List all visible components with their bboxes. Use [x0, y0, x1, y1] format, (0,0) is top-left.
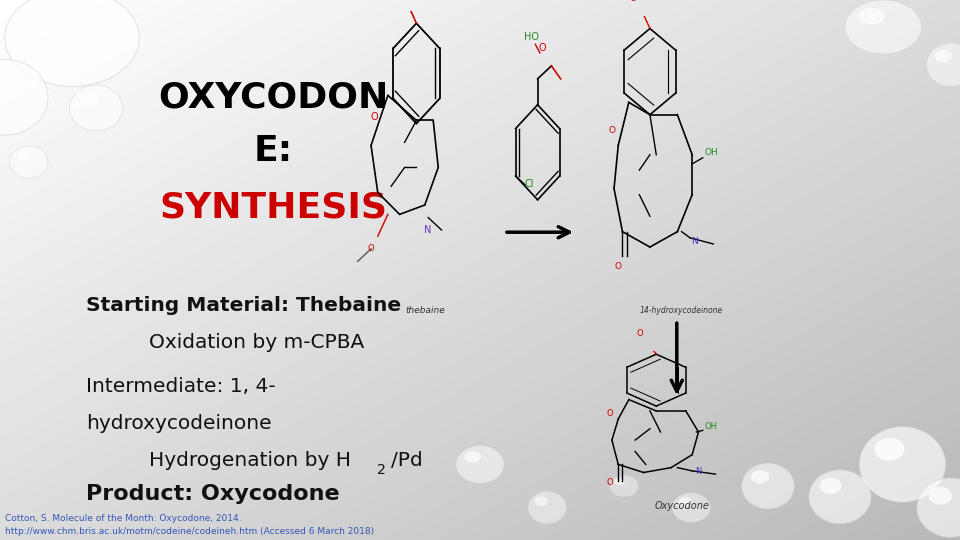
Text: O: O	[607, 409, 613, 418]
Ellipse shape	[456, 446, 504, 483]
Text: Cotton, S. Molecule of the Month: Oxycodone, 2014.: Cotton, S. Molecule of the Month: Oxycod…	[5, 514, 241, 523]
Ellipse shape	[845, 0, 922, 54]
Ellipse shape	[610, 475, 638, 497]
Text: Hydrogenation by H: Hydrogenation by H	[149, 450, 350, 470]
Text: O: O	[609, 126, 615, 135]
Text: 2: 2	[377, 463, 386, 477]
Text: OH: OH	[705, 422, 718, 431]
Ellipse shape	[5, 0, 139, 86]
Text: Oxidation by m-CPBA: Oxidation by m-CPBA	[149, 333, 364, 353]
Text: thebaine: thebaine	[405, 306, 444, 315]
Ellipse shape	[16, 151, 30, 160]
Ellipse shape	[926, 43, 960, 86]
Text: O: O	[614, 261, 622, 271]
Text: Product: Oxycodone: Product: Oxycodone	[86, 484, 340, 504]
Ellipse shape	[528, 491, 566, 524]
Text: HO: HO	[524, 32, 540, 42]
Ellipse shape	[917, 478, 960, 537]
Text: hydroxycodeinone: hydroxycodeinone	[86, 414, 272, 434]
Text: SYNTHESIS: SYNTHESIS	[159, 191, 388, 225]
Text: Oxycodone: Oxycodone	[654, 501, 709, 511]
Text: OH: OH	[705, 148, 718, 157]
Text: N: N	[691, 237, 698, 246]
Ellipse shape	[935, 50, 951, 63]
Ellipse shape	[741, 463, 795, 509]
Text: N: N	[695, 467, 702, 476]
Ellipse shape	[859, 427, 946, 502]
Text: O: O	[371, 112, 378, 122]
Text: N: N	[424, 225, 432, 235]
Text: O: O	[636, 329, 642, 339]
Text: 14-hydroxycodeinone: 14-hydroxycodeinone	[640, 306, 723, 315]
Ellipse shape	[858, 8, 885, 24]
Ellipse shape	[535, 496, 548, 506]
Ellipse shape	[0, 59, 48, 135]
Ellipse shape	[820, 478, 842, 494]
Text: Cl: Cl	[525, 179, 534, 189]
Ellipse shape	[928, 487, 952, 504]
Ellipse shape	[808, 470, 872, 524]
Ellipse shape	[679, 497, 692, 506]
Ellipse shape	[875, 438, 904, 461]
Text: /Pd: /Pd	[391, 450, 422, 470]
Ellipse shape	[69, 85, 123, 131]
Text: E:: E:	[254, 134, 293, 168]
Ellipse shape	[28, 4, 75, 33]
Text: OXYCODON: OXYCODON	[158, 80, 389, 114]
Ellipse shape	[10, 146, 48, 178]
Ellipse shape	[465, 451, 481, 462]
Text: O: O	[368, 244, 374, 253]
Text: O: O	[607, 478, 613, 488]
Ellipse shape	[751, 470, 769, 484]
Ellipse shape	[0, 71, 7, 93]
Text: O: O	[630, 0, 636, 3]
Text: Intermediate: 1, 4-: Intermediate: 1, 4-	[86, 376, 276, 396]
Text: http://www.chm.bris.ac.uk/motm/codeine/codeineh.htm (Accessed 6 March 2018): http://www.chm.bris.ac.uk/motm/codeine/c…	[5, 528, 374, 536]
Text: Starting Material: Thebaine: Starting Material: Thebaine	[86, 295, 401, 315]
Ellipse shape	[672, 492, 710, 523]
Ellipse shape	[79, 92, 97, 106]
Ellipse shape	[614, 478, 625, 485]
Text: O: O	[539, 43, 546, 53]
